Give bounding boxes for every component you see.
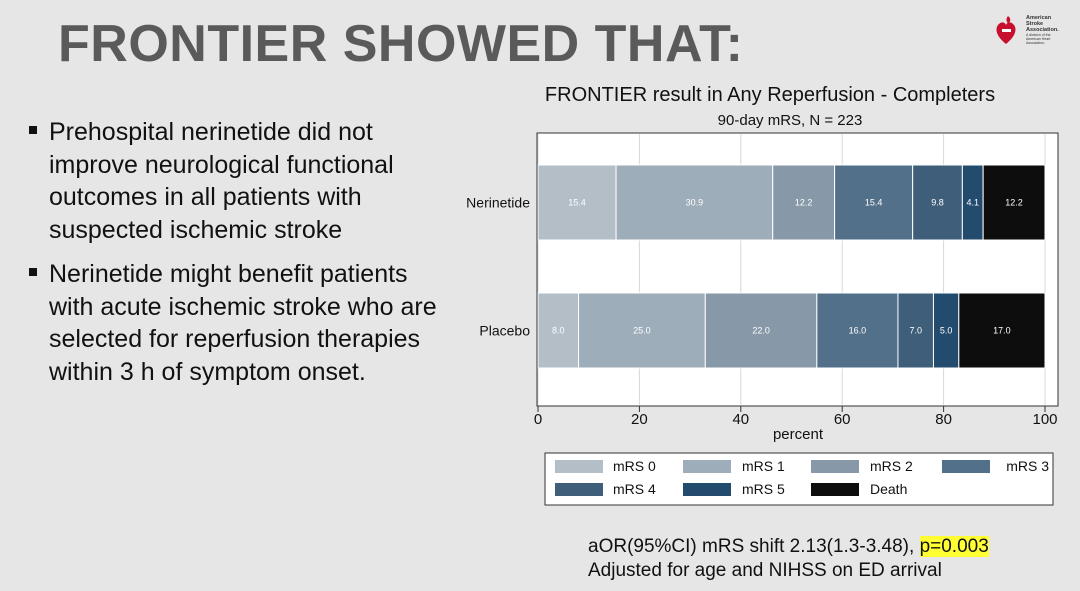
legend-label: mRS 0 (613, 458, 656, 474)
odds-ratio-text: aOR(95%CI) mRS shift 2.13(1.3-3.48), (588, 536, 920, 557)
legend-swatch (942, 460, 990, 473)
bar-segment (834, 164, 914, 241)
bullet-square-icon (29, 126, 37, 134)
legend: mRS 0 mRS 1 mRS 2 mRS 3 mRS 4 mRS 5 Death (555, 458, 1049, 497)
logo-text-line: Stroke (1026, 21, 1044, 27)
bar-segment (982, 164, 1046, 241)
slide-title: FRONTIER SHOWED THAT: (58, 15, 744, 73)
legend-label: mRS 2 (870, 458, 913, 474)
bullet-item: Nerinetide might benefit patients with a… (26, 258, 446, 388)
bar-segment (578, 292, 706, 369)
data-label: 30.9 (686, 198, 704, 208)
logo-text-line: Association. (1026, 27, 1059, 33)
x-tick-label: 0 (534, 411, 542, 428)
data-label: 12.2 (795, 198, 813, 208)
legend-swatch (683, 483, 731, 496)
bullet-text: Prehospital nerinetide did not improve n… (49, 118, 394, 244)
data-label: 12.2 (1005, 198, 1023, 208)
legend-label: mRS 5 (742, 481, 785, 497)
legend-label: mRS 4 (613, 481, 656, 497)
footnote: aOR(95%CI) mRS shift 2.13(1.3-3.48), p=0… (588, 535, 989, 583)
logo-text-line: A division of the (1026, 33, 1051, 37)
data-label: 16.0 (849, 326, 867, 336)
data-label: 17.0 (993, 326, 1011, 336)
logo-text: American Stroke Association. A division … (1026, 15, 1066, 45)
chart-subtitle: 90-day mRS, N = 223 (718, 112, 863, 129)
legend-label: mRS 3 (1006, 458, 1049, 474)
bullet-text: Nerinetide might benefit patients with a… (49, 260, 437, 386)
torch-flame-icon (1006, 16, 1011, 24)
bullet-square-icon (29, 268, 37, 276)
legend-swatch (555, 460, 603, 473)
heart-icon (996, 22, 1016, 44)
american-stroke-association-logo (996, 16, 1016, 44)
x-tick-label: 20 (631, 411, 648, 428)
logo-text-line: American (1026, 15, 1052, 21)
bar-segment (958, 292, 1046, 369)
legend-label: Death (870, 481, 907, 497)
x-tick-label: 100 (1032, 411, 1057, 428)
bar-segment (615, 164, 774, 241)
footnote-line-1: aOR(95%CI) mRS shift 2.13(1.3-3.48), p=0… (588, 535, 989, 559)
category-label: Nerinetide (466, 195, 530, 211)
data-label: 4.1 (966, 198, 979, 208)
x-axis-label: percent (773, 426, 824, 443)
bar-segment (932, 292, 960, 369)
data-label: 8.0 (552, 326, 565, 336)
bar-segment (537, 292, 580, 369)
data-label: 9.8 (931, 198, 944, 208)
bars: 15.4 30.9 12.2 15.4 9.8 4.1 12.2 8.0 25.0 22.0 16.… (537, 164, 1046, 369)
bar-segment (912, 164, 963, 241)
legend-swatch (811, 460, 859, 473)
bullet-list: Prehospital nerinetide did not improve n… (26, 116, 446, 400)
x-tick-label: 40 (732, 411, 749, 428)
x-axis: 0 20 40 60 80 100 (534, 406, 1058, 428)
data-label: 22.0 (752, 326, 770, 336)
footnote-line-2: Adjusted for age and NIHSS on ED arrival (588, 560, 942, 581)
category-labels: Nerinetide Placebo (466, 195, 530, 339)
data-label: 7.0 (909, 326, 922, 336)
legend-swatch (683, 460, 731, 473)
chart-title: FRONTIER result in Any Reperfusion - Com… (545, 84, 995, 106)
data-label: 15.4 (568, 198, 586, 208)
bar-segment (772, 164, 836, 241)
heart-band (1002, 29, 1011, 32)
legend-swatch (811, 483, 859, 496)
data-label: 25.0 (633, 326, 651, 336)
x-tick-label: 80 (935, 411, 952, 428)
p-value-highlight: p=0.003 (919, 536, 989, 557)
bullet-item: Prehospital nerinetide did not improve n… (26, 116, 446, 246)
bar-segment (816, 292, 899, 369)
stacked-bar-chart: FRONTIER result in Any Reperfusion - Com… (466, 84, 1059, 506)
logo-text-line: American Heart Association. (1026, 37, 1051, 45)
legend-label: mRS 1 (742, 458, 785, 474)
bar-segment (704, 292, 818, 369)
data-label: 5.0 (940, 326, 953, 336)
data-label: 15.4 (865, 198, 883, 208)
legend-swatch (555, 483, 603, 496)
x-tick-label: 60 (834, 411, 851, 428)
category-label: Placebo (479, 323, 530, 339)
